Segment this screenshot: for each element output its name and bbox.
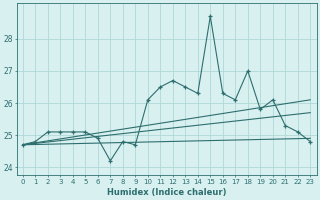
X-axis label: Humidex (Indice chaleur): Humidex (Indice chaleur) xyxy=(107,188,226,197)
